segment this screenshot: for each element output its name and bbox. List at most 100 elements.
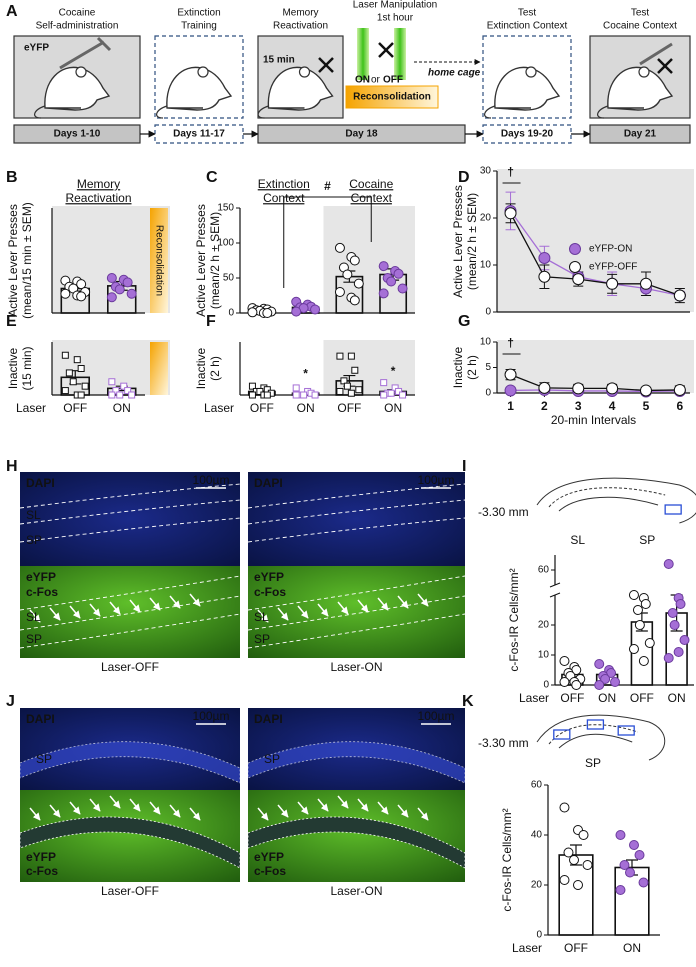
syringe [639, 42, 673, 66]
panel-label: B [6, 169, 18, 186]
data-point [397, 283, 408, 294]
data-point [76, 279, 87, 290]
data-point [673, 383, 686, 396]
y-axis-label: Inactive [6, 347, 20, 389]
data-point [663, 653, 674, 663]
x-tick-label: 2 [541, 399, 548, 413]
arrow-marker [109, 795, 121, 809]
arrow-marker [89, 603, 101, 617]
panel-label: J [6, 693, 15, 710]
data-point [639, 277, 652, 290]
channel-label: c-Fos [26, 585, 58, 599]
data-point [504, 207, 517, 220]
data-point [128, 391, 136, 399]
data-point [634, 620, 645, 630]
panel-label: G [458, 313, 470, 330]
data-point [378, 288, 389, 299]
x-tick-label: ON [668, 691, 686, 705]
eyfp-tag: eYFP [24, 43, 49, 54]
data-point [606, 277, 619, 290]
laser-on [357, 28, 369, 80]
x-tick-label: 3 [575, 399, 582, 413]
data-point [559, 802, 570, 813]
arrow-marker [169, 595, 181, 609]
layer-label: SL [26, 508, 41, 522]
data-point [386, 276, 397, 287]
panel-label: K [462, 693, 474, 710]
reconsolidation-label: Reconsolidation [353, 92, 431, 103]
data-point [81, 382, 89, 390]
reconsolidation-box [345, 85, 439, 109]
channel-label: DAPI [26, 712, 55, 726]
step-title: Reactivation [273, 21, 328, 32]
y-tick-label: 50 [223, 273, 235, 284]
step-title: Self-administration [36, 21, 119, 32]
x-tick-label: ON [113, 401, 131, 415]
data-point [106, 273, 117, 283]
data-point [644, 638, 655, 648]
section-label: -3.30 mm [478, 736, 529, 750]
arrow-marker [129, 599, 141, 613]
panel-label: E [6, 313, 17, 330]
rat-icon [494, 66, 561, 111]
data-point [122, 277, 133, 288]
y-tick-label: 5 [485, 362, 491, 373]
legend-label: eYFP-OFF [589, 262, 637, 273]
layer-label: SP [264, 752, 280, 766]
step-title: Test [631, 8, 650, 19]
y-tick-label: 40 [531, 830, 543, 841]
y-tick-label: 10 [480, 260, 492, 271]
image-caption: Laser-OFF [101, 660, 159, 674]
y-tick-label: 10 [538, 650, 550, 661]
data-point [395, 387, 403, 395]
step-title: Training [181, 21, 217, 32]
bracket [283, 196, 372, 288]
data-point [639, 384, 652, 397]
data-point [256, 387, 264, 395]
data-point [563, 847, 574, 858]
scale-label: 100µm [418, 709, 455, 723]
data-point [559, 656, 570, 666]
brain-layer [558, 733, 633, 749]
arrow-marker [397, 804, 409, 818]
panel-label: I [462, 458, 466, 475]
data-point [504, 384, 517, 397]
group-label: SL [570, 533, 585, 547]
day-label: Days 19-20 [501, 129, 554, 140]
data-point [615, 830, 626, 840]
data-point [628, 644, 639, 654]
data-point [263, 391, 271, 399]
data-point [343, 382, 351, 390]
group-label: Extinction [258, 177, 310, 191]
legend-marker [569, 261, 581, 273]
data-point [347, 352, 355, 360]
group-label: Cocaine [349, 177, 393, 191]
data-point [387, 389, 395, 397]
home-label: home cage [428, 68, 481, 79]
arrow-marker [337, 601, 349, 615]
arrow-marker [49, 607, 61, 621]
y-tick-label: 60 [538, 565, 550, 576]
y-axis-label: (mean/15 min ± SEM) [20, 202, 34, 319]
data-point [673, 647, 684, 657]
data-point [247, 307, 258, 318]
data-point [600, 674, 611, 684]
arrow-marker [417, 593, 429, 607]
brain-outline [536, 714, 666, 761]
data-point [76, 291, 87, 302]
data-point [108, 391, 116, 399]
layer-boundary [247, 613, 466, 649]
data-point [632, 605, 643, 615]
arrow-marker [277, 804, 289, 818]
x-tick-label: ON [384, 401, 402, 415]
group-label: SP [639, 533, 655, 547]
roi-box [586, 719, 605, 730]
region-label: SP [585, 756, 601, 770]
step-title: Cocaine Context [603, 21, 677, 32]
y-tick-label: 0 [543, 680, 549, 691]
arrow-marker [49, 804, 61, 818]
y-axis-label: Active Lever Presses [6, 204, 20, 317]
panel-label: C [206, 169, 218, 186]
brain-layer [548, 724, 638, 745]
